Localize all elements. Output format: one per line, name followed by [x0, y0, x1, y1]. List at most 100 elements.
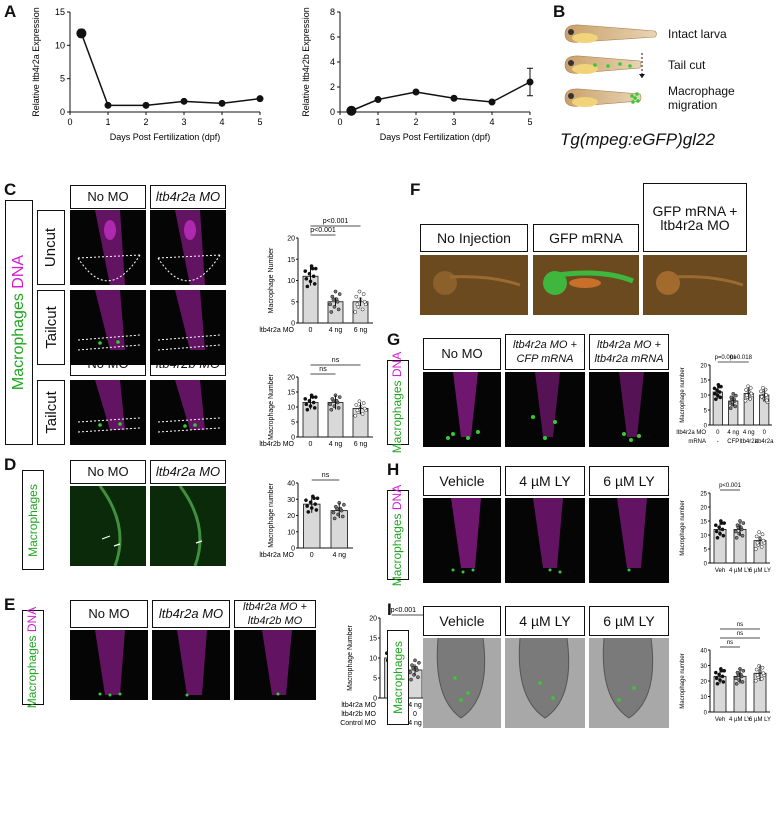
data-point — [722, 521, 727, 525]
data-point — [355, 302, 360, 307]
y-tick-label: 40 — [700, 649, 707, 655]
data-point — [722, 668, 727, 673]
x-tick-label: 4 — [489, 117, 494, 127]
i-image-vehicle — [423, 638, 501, 728]
f-header-gfp: GFP mRNA — [533, 224, 639, 252]
x-tick-label: 4 — [219, 117, 224, 127]
panel-label-e: E — [4, 595, 16, 614]
data-point — [330, 294, 335, 299]
h-image-4uM — [505, 498, 585, 583]
x-tick-label: 0 — [337, 117, 342, 127]
data-point — [353, 413, 358, 418]
data-point — [734, 535, 739, 540]
b-label-migration: Macrophage migration — [668, 84, 735, 112]
larva-migration — [564, 88, 642, 107]
y-axis-label: Macrophage Number — [268, 373, 275, 439]
y-tick-label: 8 — [330, 7, 335, 17]
data-point — [305, 407, 310, 412]
y-tick-label: 10 — [287, 278, 295, 285]
data-point — [713, 391, 717, 396]
y-axis-label: Macrophage number — [680, 367, 686, 422]
data-point — [760, 665, 765, 670]
data-point — [360, 412, 365, 416]
y-tick-label: 0 — [704, 424, 708, 430]
data-point — [311, 400, 316, 405]
y-tick-label: 6 — [330, 32, 335, 42]
data-point — [713, 397, 718, 402]
y-tick-label: 0 — [704, 711, 708, 717]
h-header-4uM: 4 µM LY — [505, 466, 585, 496]
x-tick-label: 4 ng — [329, 327, 343, 334]
data-point — [760, 532, 765, 537]
y-tick-label: 25 — [700, 492, 707, 498]
data-point — [735, 670, 740, 675]
data-point — [361, 292, 366, 296]
y-tick-label: 20 — [700, 680, 707, 686]
y-tick-label: 0 — [330, 107, 335, 117]
y-tick-label: 0 — [291, 546, 295, 553]
i-side-label: Macrophages — [390, 641, 405, 714]
data-point — [314, 508, 319, 512]
data-point — [333, 504, 338, 509]
data-point — [764, 393, 769, 397]
e-header-combo: ltb4r2a MO + ltb4r2b MO — [234, 600, 316, 628]
x-tick-label: 0 — [310, 552, 314, 559]
x-tick-label: 6 µM LY — [749, 568, 771, 574]
y-axis-label: Macrophage number — [680, 653, 686, 708]
panel-label-b: B — [553, 2, 566, 21]
data-point — [354, 403, 359, 407]
panel-label-i: I — [387, 600, 392, 619]
e-side-box: Macrophages DNA — [22, 607, 44, 708]
data-point — [180, 97, 188, 105]
g-side-label: Macrophages DNA — [391, 352, 405, 453]
data-point — [488, 98, 496, 106]
i-header-4uM: 4 µM LY — [505, 606, 585, 636]
series-line — [80, 33, 261, 107]
d-image-ltb4r2a — [150, 486, 226, 566]
y-tick-label: 10 — [369, 656, 377, 663]
chart-d: 0 10 20 30 40 Macrophage number 0 4 ng ns ltb4r2a… — [259, 472, 353, 559]
row-label: ltb4r2a MO — [259, 552, 294, 559]
h-image-6uM — [589, 498, 669, 583]
y-tick-label: 20 — [287, 236, 295, 243]
row-cell: 4 ng — [727, 430, 739, 436]
g-header-nomo: No MO — [423, 338, 501, 370]
data-point — [312, 406, 317, 410]
y-tick-label: 20 — [700, 364, 707, 370]
c-row-tailcut1: Tailcut — [37, 290, 65, 365]
sig-label: ns — [319, 366, 327, 373]
x-tick-label: 1 — [105, 117, 110, 127]
larva-schematic — [564, 24, 657, 107]
y-axis-label: Macrophage number — [680, 500, 686, 555]
y-tick-label: 20 — [287, 513, 295, 520]
data-point — [741, 521, 746, 525]
y-axis-label: Relative ltb4r2a Expression — [31, 7, 41, 117]
data-point — [315, 496, 320, 501]
data-point — [331, 510, 336, 515]
y-tick-label: 0 — [291, 321, 295, 328]
c-row-uncut: Uncut — [37, 210, 65, 285]
y-tick-label: 5 — [291, 420, 295, 427]
row-cell: 0 — [413, 711, 417, 718]
sig-label: ns — [727, 640, 733, 646]
y-tick-label: 10 — [55, 40, 65, 50]
row-label: ltb4r2a MO — [259, 327, 294, 334]
d-header-nomo: No MO — [70, 460, 146, 484]
data-point — [330, 397, 335, 401]
data-point — [728, 400, 732, 405]
i-side-box: Macrophages — [387, 630, 409, 725]
y-tick-label: 10 — [700, 534, 707, 540]
data-point — [313, 395, 318, 399]
row-cell: ltb4r2a — [740, 439, 759, 445]
c-dna-label: DNA — [10, 254, 28, 289]
data-point — [759, 545, 764, 549]
data-point — [753, 678, 758, 683]
sig-label: p<0.001 — [391, 607, 417, 614]
data-point — [733, 404, 738, 409]
x-tick-label: Veh — [715, 717, 725, 723]
row-label: ltb4r2b MO — [341, 711, 376, 718]
x-tick-label: 4 µM LY — [729, 717, 751, 723]
data-point — [715, 681, 720, 686]
data-point — [720, 527, 725, 532]
